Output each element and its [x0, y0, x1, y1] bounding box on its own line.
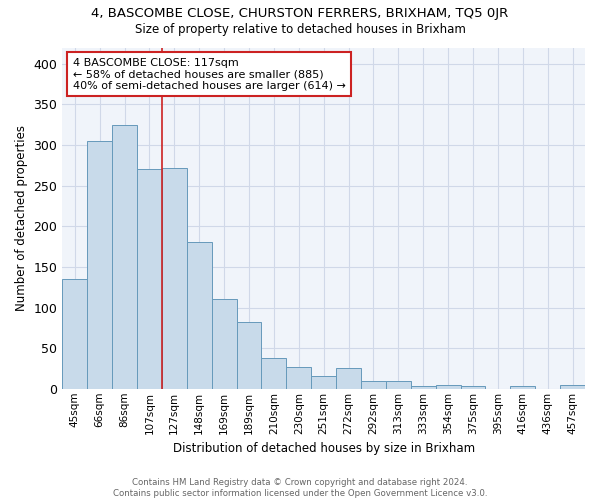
- Bar: [336, 368, 361, 389]
- Bar: [262, 358, 286, 389]
- Text: 4, BASCOMBE CLOSE, CHURSTON FERRERS, BRIXHAM, TQ5 0JR: 4, BASCOMBE CLOSE, CHURSTON FERRERS, BRI…: [91, 8, 509, 20]
- Bar: [236, 322, 262, 389]
- Text: 4 BASCOMBE CLOSE: 117sqm
← 58% of detached houses are smaller (885)
40% of semi-: 4 BASCOMBE CLOSE: 117sqm ← 58% of detach…: [73, 58, 346, 91]
- Bar: [436, 384, 461, 389]
- Bar: [411, 386, 436, 389]
- Bar: [187, 242, 212, 389]
- X-axis label: Distribution of detached houses by size in Brixham: Distribution of detached houses by size …: [173, 442, 475, 455]
- Text: Contains HM Land Registry data © Crown copyright and database right 2024.
Contai: Contains HM Land Registry data © Crown c…: [113, 478, 487, 498]
- Bar: [162, 168, 187, 389]
- Y-axis label: Number of detached properties: Number of detached properties: [15, 125, 28, 311]
- Bar: [461, 386, 485, 389]
- Bar: [212, 300, 236, 389]
- Bar: [137, 170, 162, 389]
- Bar: [112, 124, 137, 389]
- Bar: [87, 141, 112, 389]
- Text: Size of property relative to detached houses in Brixham: Size of property relative to detached ho…: [134, 22, 466, 36]
- Bar: [361, 382, 386, 389]
- Bar: [286, 367, 311, 389]
- Bar: [386, 382, 411, 389]
- Bar: [62, 279, 87, 389]
- Bar: [511, 386, 535, 389]
- Bar: [560, 384, 585, 389]
- Bar: [311, 376, 336, 389]
